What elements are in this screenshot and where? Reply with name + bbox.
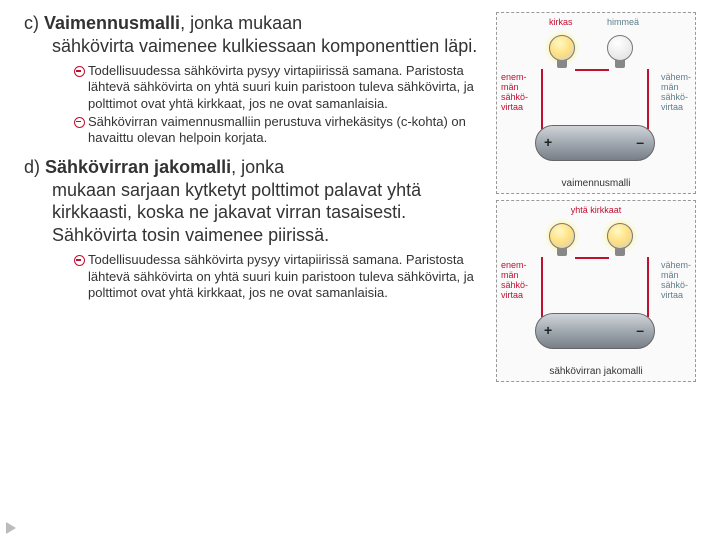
fig-c-caption: vaimennusmalli bbox=[497, 178, 695, 189]
heading-c-prefix: c) bbox=[24, 13, 44, 33]
heading-c-bold: Vaimennusmalli bbox=[44, 13, 180, 33]
fig-d-wire-right bbox=[647, 257, 649, 317]
fig-d-wire-top bbox=[575, 257, 609, 259]
heading-d-prefix: d) bbox=[24, 157, 45, 177]
fig-d-battery bbox=[535, 313, 655, 349]
bullets-c: Todellisuudessa sähkövirta pysyy virtapi… bbox=[24, 63, 480, 146]
text-column: c) Vaimennusmalli, jonka mukaan sähkövir… bbox=[24, 12, 486, 528]
fig-d-label-right: vähem- män sähkö- virtaa bbox=[661, 261, 691, 301]
fig-c-bulb-left bbox=[549, 35, 575, 61]
fig-d-bulb-right bbox=[607, 223, 633, 249]
slide-corner-marker-icon bbox=[6, 522, 16, 534]
bullet-c-2: Sähkövirran vaimennusmalliin perustuva v… bbox=[78, 114, 480, 147]
fig-d-label-left: enem- män sähkö- virtaa bbox=[501, 261, 528, 301]
bullet-c-1: Todellisuudessa sähkövirta pysyy virtapi… bbox=[78, 63, 480, 112]
figure-c: kirkas himmeä enem- män sähkö- virtaa vä… bbox=[496, 12, 696, 194]
heading-d-rest-part2: mukaan sarjaan kytketyt polttimot palava… bbox=[24, 179, 480, 247]
fig-c-wire-top bbox=[575, 69, 609, 71]
fig-c-label-dim: himmeä bbox=[607, 17, 639, 27]
fig-c-wire-right bbox=[647, 69, 649, 129]
heading-c: c) Vaimennusmalli, jonka mukaan sähkövir… bbox=[24, 12, 480, 57]
fig-c-label-right: vähem- män sähkö- virtaa bbox=[661, 73, 691, 113]
heading-c-rest-part1: , jonka mukaan bbox=[180, 13, 302, 33]
heading-d: d) Sähkövirran jakomalli, jonka mukaan s… bbox=[24, 156, 480, 246]
fig-d-bulb-left bbox=[549, 223, 575, 249]
bullet-d-1: Todellisuudessa sähkövirta pysyy virtapi… bbox=[78, 252, 480, 301]
figure-column: kirkas himmeä enem- män sähkö- virtaa vä… bbox=[496, 12, 696, 528]
fig-c-label-left: enem- män sähkö- virtaa bbox=[501, 73, 528, 113]
fig-c-bulb-right bbox=[607, 35, 633, 61]
heading-c-rest-part2: sähkövirta vaimenee kulkiessaan komponen… bbox=[24, 35, 480, 58]
heading-d-rest-part1: , jonka bbox=[231, 157, 284, 177]
heading-d-bold: Sähkövirran jakomalli bbox=[45, 157, 231, 177]
fig-c-wire-left bbox=[541, 69, 543, 129]
fig-d-label-top: yhtä kirkkaat bbox=[497, 205, 695, 215]
figure-d: yhtä kirkkaat enem- män sähkö- virtaa vä… bbox=[496, 200, 696, 382]
fig-d-wire-left bbox=[541, 257, 543, 317]
fig-d-caption: sähkövirran jakomalli bbox=[497, 366, 695, 377]
fig-c-battery bbox=[535, 125, 655, 161]
bullets-d: Todellisuudessa sähkövirta pysyy virtapi… bbox=[24, 252, 480, 301]
fig-c-label-bright: kirkas bbox=[549, 17, 573, 27]
